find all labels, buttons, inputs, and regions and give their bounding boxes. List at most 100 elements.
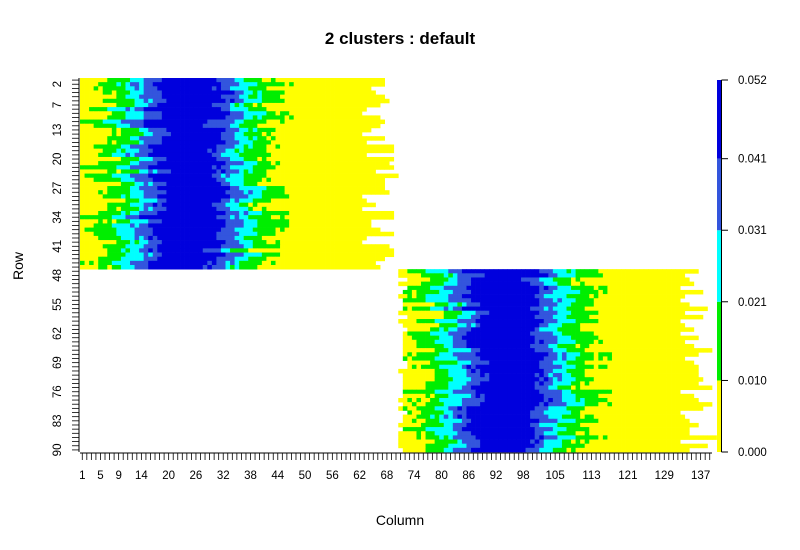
- heatmap-cell: [211, 156, 217, 162]
- heatmap-cell: [289, 252, 295, 258]
- heatmap-cell: [284, 132, 290, 137]
- heatmap-cell: [680, 335, 686, 341]
- heatmap-cell: [625, 373, 631, 378]
- heatmap-cell: [107, 169, 113, 174]
- heatmap-cell: [207, 148, 213, 154]
- heatmap-cell: [125, 181, 131, 187]
- heatmap-cell: [84, 223, 90, 228]
- heatmap-cell: [307, 94, 313, 100]
- heatmap-cell: [157, 156, 163, 162]
- heatmap-cell: [307, 156, 313, 162]
- heatmap-cell: [648, 331, 654, 336]
- heatmap-cell: [211, 136, 217, 141]
- heatmap-cell: [184, 127, 190, 133]
- heatmap-cell: [507, 302, 513, 307]
- heatmap-cell: [180, 202, 185, 208]
- heatmap-cell: [211, 240, 217, 245]
- heatmap-cell: [311, 198, 317, 204]
- heatmap-cell: [120, 219, 126, 224]
- heatmap-cell: [184, 248, 190, 253]
- heatmap-cell: [548, 306, 554, 312]
- heatmap-cell: [416, 327, 422, 332]
- heatmap-cell: [107, 86, 113, 91]
- heatmap-cell: [293, 136, 299, 141]
- heatmap-cell: [461, 306, 467, 312]
- heatmap-cell: [330, 148, 335, 154]
- heatmap-cell: [266, 240, 272, 245]
- heatmap-cell: [211, 231, 217, 237]
- heatmap-cell: [602, 339, 608, 345]
- heatmap-cell: [234, 98, 240, 104]
- heatmap-cell: [261, 152, 267, 158]
- heatmap-cell: [511, 323, 517, 328]
- heatmap-cell: [407, 273, 413, 278]
- heatmap-cell: [580, 368, 586, 374]
- heatmap-cell: [530, 285, 536, 291]
- heatmap-cell: [266, 190, 272, 195]
- heatmap-cell: [498, 385, 504, 391]
- heatmap-cell: [348, 94, 354, 100]
- heatmap-cell: [166, 102, 172, 108]
- heatmap-cell: [289, 219, 295, 224]
- heatmap-cell: [270, 227, 276, 233]
- heatmap-cell: [116, 156, 122, 162]
- heatmap-cell: [552, 389, 558, 395]
- heatmap-cell: [275, 98, 281, 104]
- heatmap-cell: [502, 385, 508, 391]
- heatmap-cell: [189, 206, 195, 212]
- heatmap-cell: [270, 115, 276, 120]
- heatmap-cell: [357, 102, 363, 108]
- heatmap-cell: [357, 152, 363, 158]
- heatmap-cell: [521, 373, 526, 378]
- heatmap-cell: [89, 244, 94, 249]
- heatmap-cell: [652, 364, 658, 370]
- heatmap-cell: [352, 223, 358, 228]
- heatmap-cell: [116, 165, 122, 170]
- heatmap-cell: [125, 244, 131, 249]
- heatmap-cell: [466, 277, 472, 282]
- heatmap-cell: [134, 136, 140, 141]
- heatmap-cell: [280, 98, 285, 104]
- heatmap-cell: [189, 94, 195, 100]
- heatmap-cell: [543, 356, 549, 361]
- heatmap-cell: [334, 227, 340, 233]
- heatmap-cell: [189, 111, 195, 116]
- heatmap-cell: [430, 360, 435, 366]
- heatmap-cell: [471, 331, 476, 336]
- heatmap-cell: [580, 327, 586, 332]
- heatmap-cell: [280, 115, 285, 120]
- heatmap-cell: [430, 281, 435, 287]
- heatmap-cell: [571, 352, 576, 357]
- heatmap-cell: [466, 385, 472, 391]
- heatmap-cell: [434, 381, 440, 386]
- heatmap-cell: [184, 148, 190, 154]
- heatmap-cell: [525, 343, 531, 349]
- heatmap-cell: [539, 323, 545, 328]
- heatmap-cell: [534, 302, 540, 307]
- heatmap-cell: [666, 373, 672, 378]
- heatmap-cell: [225, 140, 231, 145]
- heatmap-cell: [361, 177, 367, 183]
- heatmap-cell: [534, 327, 540, 332]
- heatmap-cell: [680, 323, 686, 328]
- heatmap-cell: [302, 244, 308, 249]
- heatmap-cell: [220, 123, 226, 129]
- heatmap-cell: [557, 294, 563, 299]
- heatmap-cell: [439, 368, 445, 374]
- heatmap-cell: [539, 331, 545, 336]
- heatmap-cell: [316, 190, 322, 195]
- heatmap-cell: [130, 177, 135, 183]
- heatmap-cell: [148, 186, 154, 191]
- heatmap-cell: [284, 115, 290, 120]
- heatmap-cell: [120, 132, 126, 137]
- heatmap-cell: [207, 98, 213, 104]
- heatmap-cell: [134, 198, 140, 204]
- heatmap-cell: [425, 385, 431, 391]
- heatmap-cell: [675, 294, 681, 299]
- heatmap-cell: [466, 360, 472, 366]
- heatmap-cell: [298, 140, 304, 145]
- heatmap-cell: [357, 78, 363, 83]
- heatmap-cell: [234, 210, 240, 216]
- heatmap-cell: [330, 94, 335, 100]
- heatmap-cell: [498, 323, 504, 328]
